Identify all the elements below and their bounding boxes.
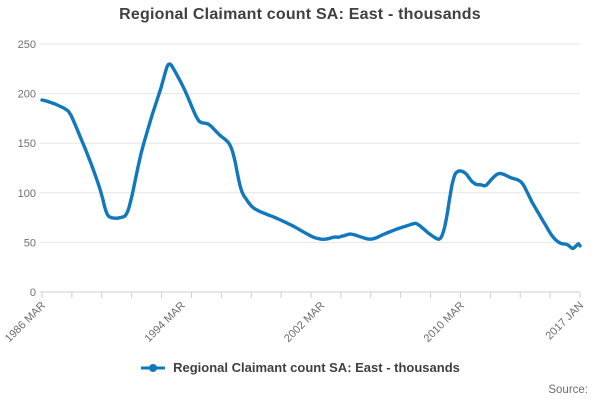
x-tick-label: 2002 MAR <box>282 300 327 345</box>
y-tick-label: 250 <box>18 39 36 51</box>
y-tick-label: 100 <box>18 188 36 200</box>
data-series-line <box>40 62 582 251</box>
x-tick-label: 2010 MAR <box>422 300 467 345</box>
legend-label: Regional Claimant count SA: East - thous… <box>173 360 460 375</box>
y-tick-label: 150 <box>18 138 36 150</box>
chart-title: Regional Claimant count SA: East - thous… <box>119 6 481 23</box>
y-tick-label: 50 <box>24 237 36 249</box>
y-tick-label: 200 <box>18 89 36 101</box>
legend-item[interactable]: Regional Claimant count SA: East - thous… <box>0 360 600 375</box>
x-tick-label: 2017 JAN <box>543 300 586 343</box>
y-tick-label: 0 <box>30 287 36 299</box>
legend-marker-icon <box>141 363 166 372</box>
x-tick-label: 1994 MAR <box>142 300 187 345</box>
source-label: Source: <box>548 384 588 396</box>
x-tick-label: 1986 MAR <box>3 300 48 345</box>
plot-area: 0 50 100 150 200 250 1986 MAR 1994 MAR 2002 MAR 2… <box>3 39 586 345</box>
